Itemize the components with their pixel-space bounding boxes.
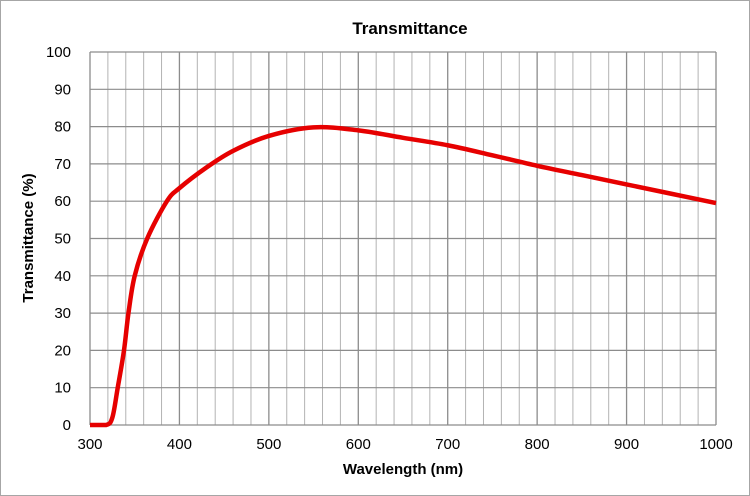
x-tick-label: 700 bbox=[435, 436, 460, 453]
y-tick-label: 30 bbox=[54, 305, 71, 322]
chart-title: Transmittance bbox=[352, 19, 467, 38]
transmittance-series-line bbox=[89, 124, 717, 428]
y-tick-label: 50 bbox=[54, 231, 71, 248]
y-axis-title: Transmittance (%) bbox=[20, 173, 37, 302]
x-tick-label: 500 bbox=[256, 436, 281, 453]
y-tick-label: 60 bbox=[54, 193, 71, 210]
y-tick-label: 40 bbox=[54, 268, 71, 285]
y-tick-label: 100 bbox=[46, 44, 71, 61]
x-tick-label: 400 bbox=[167, 436, 192, 453]
series-lines bbox=[89, 124, 717, 428]
y-tick-label: 10 bbox=[54, 380, 71, 397]
grid bbox=[89, 51, 717, 426]
x-tick-label: 300 bbox=[77, 436, 102, 453]
x-tick-label: 900 bbox=[614, 436, 639, 453]
x-tick-label: 800 bbox=[525, 436, 550, 453]
x-tick-label: 1000 bbox=[699, 436, 732, 453]
y-tick-label: 80 bbox=[54, 119, 71, 136]
x-axis-title: Wavelength (nm) bbox=[343, 461, 463, 478]
tick-labels: 0 10 20 30 40 50 60 70 80 90 100 300 400 500 600 700 800… bbox=[46, 44, 733, 453]
y-tick-label: 70 bbox=[54, 156, 71, 173]
y-tick-label: 20 bbox=[54, 342, 71, 359]
y-tick-label: 0 bbox=[63, 417, 71, 434]
y-tick-label: 90 bbox=[54, 81, 71, 98]
x-tick-label: 600 bbox=[346, 436, 371, 453]
